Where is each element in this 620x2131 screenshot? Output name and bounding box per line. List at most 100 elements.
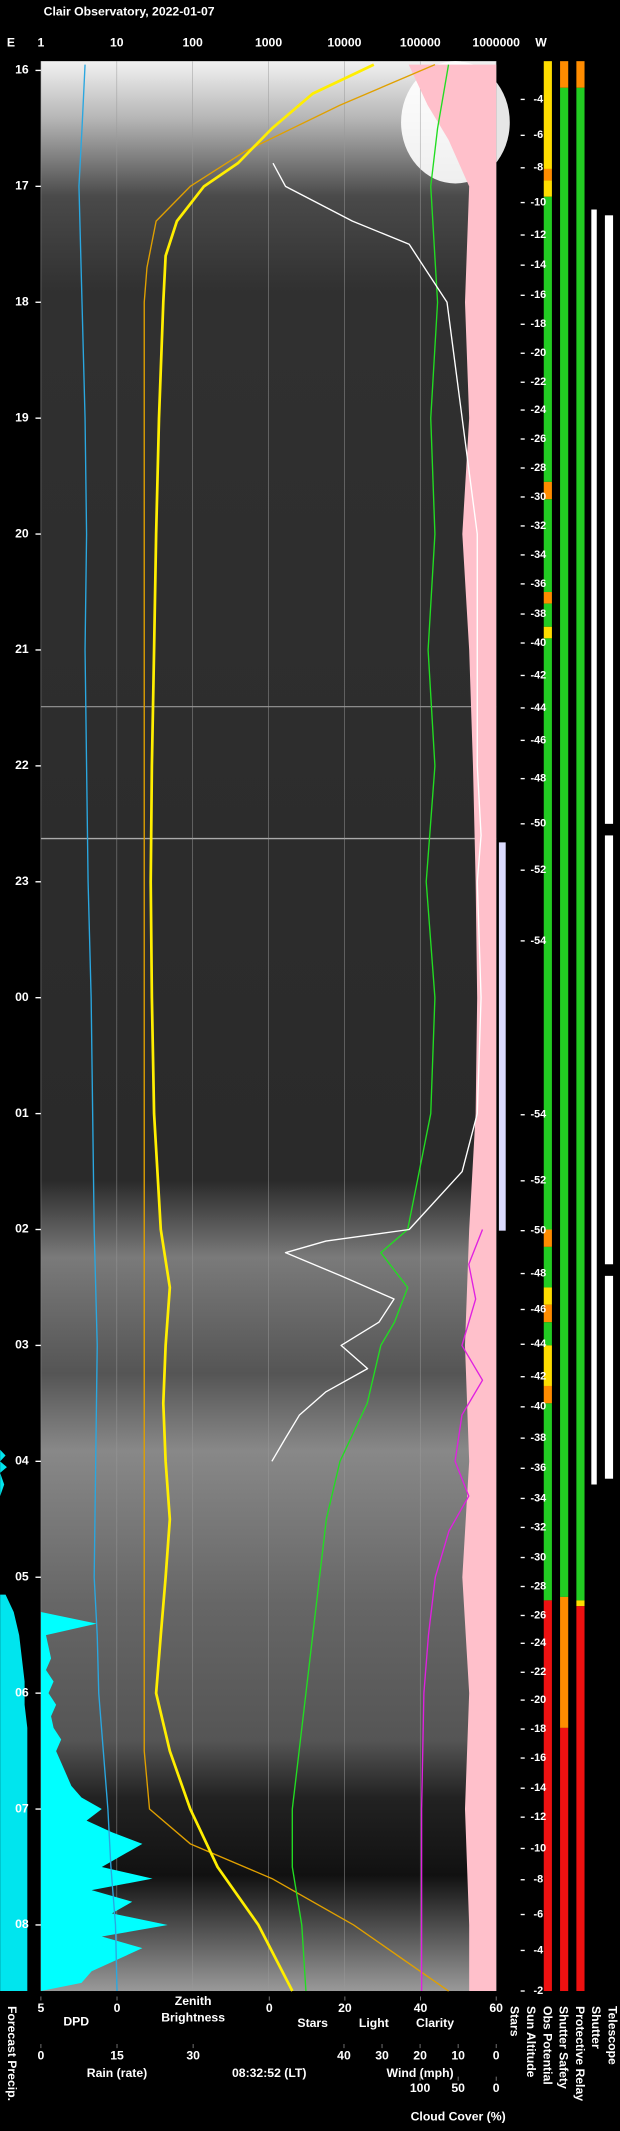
status-segment — [560, 1727, 569, 1992]
sun-altitude-label: -28 — [530, 462, 546, 474]
sun-altitude-label: -38 — [530, 608, 546, 620]
sun-altitude-label: -26 — [530, 1609, 546, 1621]
bottom-tick-label: 5 — [38, 2001, 45, 2015]
status-segment — [560, 87, 569, 1597]
x-tick-label: 10 — [110, 36, 124, 50]
sun-altitude-label: -10 — [530, 1842, 546, 1854]
status-label: Telescope — [605, 2006, 619, 2065]
sun-altitude-label: -42 — [530, 1371, 546, 1383]
y-tick-label: 07 — [15, 1801, 29, 1815]
sun-altitude-label: -44 — [530, 702, 546, 714]
y-tick-label: 04 — [15, 1454, 29, 1468]
bottom-tick-label: 30 — [186, 2048, 200, 2062]
sun-altitude-label: -8 — [533, 1874, 543, 1886]
bottom-tick-label: 100 — [410, 2081, 431, 2095]
sun-altitude-label: -32 — [530, 1521, 546, 1533]
y-tick-label: 06 — [15, 1685, 29, 1699]
status-segment — [604, 215, 614, 824]
sun-altitude-label: -48 — [530, 772, 546, 784]
bottom-tick-label: 40 — [337, 2048, 351, 2062]
sun-altitude-label: -48 — [530, 1267, 546, 1279]
sun-altitude-label: -40 — [530, 1401, 546, 1413]
area-trace — [0, 1449, 28, 1992]
y-tick-label: 03 — [15, 1338, 29, 1352]
sun-altitude-label: -34 — [530, 549, 546, 561]
status-segment — [543, 1403, 552, 1601]
x-tick-label: 10000 — [327, 36, 361, 50]
sun-altitude-label: -24 — [530, 404, 546, 416]
sun-altitude-label: -46 — [530, 1303, 546, 1315]
sun-altitude-label: -2 — [533, 1985, 543, 1997]
status-segment — [543, 1600, 552, 1992]
sun-altitude-label: Sun Altitude — [524, 2006, 538, 2078]
line-trace — [143, 64, 449, 1992]
sun-altitude-label: -14 — [530, 1782, 546, 1794]
status-segment — [543, 638, 552, 1230]
line-trace — [149, 63, 375, 1992]
status-segment — [543, 61, 552, 169]
line-trace — [291, 64, 450, 1992]
status-segment — [543, 481, 552, 500]
sun-altitude-label: -26 — [530, 433, 546, 445]
status-segment — [543, 1385, 552, 1404]
timestamp: 08:32:52 (LT) — [232, 2066, 306, 2080]
bottom-tick-label: 30 — [375, 2048, 389, 2062]
y-tick-label: 02 — [15, 1222, 29, 1236]
dpd-label: DPD — [63, 2015, 89, 2029]
y-tick-label: 21 — [15, 642, 29, 656]
legend-label: Stars — [297, 2016, 328, 2030]
status-segment — [604, 1275, 614, 1479]
sun-altitude-label: -28 — [530, 1580, 546, 1592]
bottom-tick-label: 20 — [338, 2001, 352, 2015]
y-tick-label: 22 — [15, 758, 29, 772]
sun-altitude-label: -40 — [530, 637, 546, 649]
status-segment — [543, 1229, 552, 1247]
x-tick-label: 1 — [38, 36, 45, 50]
sun-altitude-label: -54 — [530, 935, 546, 947]
sun-altitude-label: -38 — [530, 1432, 546, 1444]
status-segment — [591, 209, 597, 1485]
status-segment — [543, 180, 552, 197]
status-segment — [560, 61, 569, 88]
area-trace — [40, 1612, 168, 1992]
sun-altitude-label: -4 — [533, 1944, 543, 1956]
line-trace — [78, 64, 118, 1992]
legend-label: Clarity — [416, 2016, 454, 2030]
bottom-tick-label: 0 — [38, 2048, 45, 2062]
status-segment — [604, 835, 614, 1265]
sun-altitude-label: -16 — [530, 289, 546, 301]
status-segment — [498, 842, 506, 1231]
sun-altitude-label: -52 — [530, 1175, 546, 1187]
sun-altitude-label: -54 — [530, 1109, 546, 1121]
west-label: W — [535, 36, 547, 50]
sun-altitude-label: -30 — [530, 491, 546, 503]
y-tick-label: 01 — [15, 1106, 29, 1120]
status-label: Protective Relay — [573, 2006, 587, 2101]
status-segment — [576, 87, 585, 1601]
sun-altitude-label: -20 — [530, 347, 546, 359]
sun-altitude-label: -18 — [530, 318, 546, 330]
sun-altitude-label: -12 — [530, 1811, 546, 1823]
sun-altitude-label: -4 — [533, 93, 543, 105]
sun-altitude-label: -50 — [530, 818, 546, 830]
bottom-tick-label: 10 — [451, 2048, 465, 2062]
area-trace — [408, 64, 497, 1992]
y-tick-label: 16 — [15, 63, 29, 77]
status-segment — [543, 603, 552, 627]
bottom-tick-label: 20 — [413, 2048, 427, 2062]
x-tick-label: 1000000 — [472, 36, 520, 50]
line-trace — [271, 162, 482, 1462]
y-tick-label: 19 — [15, 410, 29, 424]
y-tick-label: 00 — [15, 990, 29, 1004]
forecast-label: Forecast Precip. — [5, 2006, 19, 2101]
sun-altitude-label: -30 — [530, 1551, 546, 1563]
sun-altitude-label: -10 — [530, 196, 546, 208]
sun-altitude-label: -36 — [530, 1462, 546, 1474]
sun-altitude-label: -46 — [530, 734, 546, 746]
sun-altitude-label: -24 — [530, 1637, 546, 1649]
status-segment — [543, 499, 552, 593]
sun-altitude-label: -36 — [530, 578, 546, 590]
zenith-label: Zenith — [175, 1994, 212, 2008]
east-label: E — [7, 36, 15, 50]
status-segment — [543, 1345, 552, 1386]
